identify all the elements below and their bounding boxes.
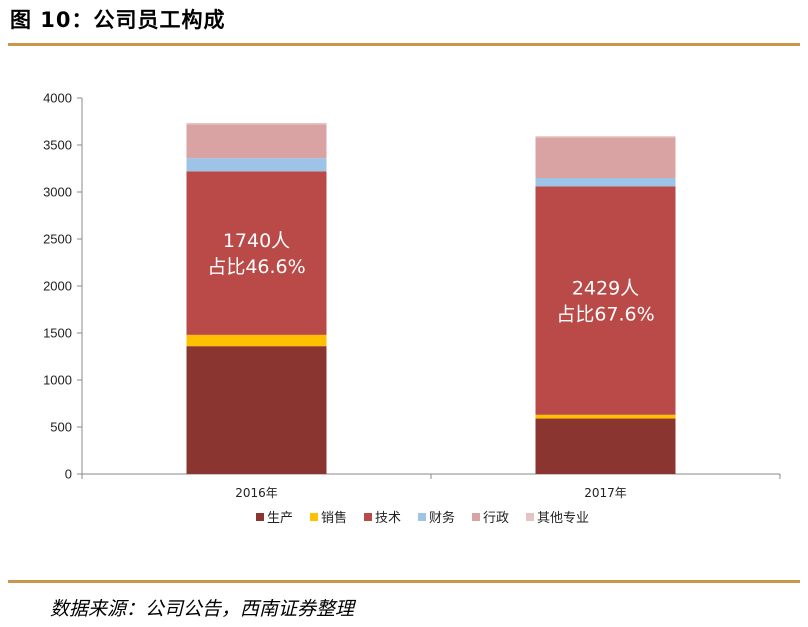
bar-annotation-line: 1740人 xyxy=(223,230,290,252)
figure-title: 图 10：公司员工构成 xyxy=(10,8,226,32)
bar-segment-其他专业-2017年 xyxy=(535,136,676,138)
bar-segment-生产-2017年 xyxy=(535,418,676,474)
legend-label: 财务 xyxy=(429,510,455,526)
bar-annotation-line: 占比46.6% xyxy=(207,256,305,278)
y-axis: 0 500 1000 1500 2000 2500 3000 3500 4000 xyxy=(43,91,83,482)
y-tick-label: 4000 xyxy=(43,91,72,106)
bar-segment-财务-2017年 xyxy=(535,177,676,187)
source-note: 数据来源：公司公告，西南证券整理 xyxy=(50,598,355,620)
legend-label: 销售 xyxy=(321,510,347,526)
title-divider xyxy=(8,43,800,46)
bar-segment-生产-2016年 xyxy=(186,346,327,474)
y-tick-label: 2000 xyxy=(43,279,72,294)
y-tick-label: 1000 xyxy=(43,373,72,388)
bar-segment-财务-2016年 xyxy=(186,158,327,172)
bar-segment-销售-2017年 xyxy=(535,414,676,419)
legend-label: 行政 xyxy=(483,511,509,526)
legend-label: 生产 xyxy=(267,511,293,526)
x-tick-label: 2017年 xyxy=(584,486,627,500)
bar-annotation-line: 占比67.6% xyxy=(556,304,654,326)
legend-swatch-生产 xyxy=(256,513,264,521)
y-tick-label: 2500 xyxy=(43,232,72,247)
bar-segment-其他专业-2016年 xyxy=(186,122,327,125)
footer-divider xyxy=(8,580,800,583)
x-axis: 2016年 2017年 xyxy=(81,473,781,500)
y-tick-label: 3500 xyxy=(43,138,72,153)
x-tick-label: 2016年 xyxy=(235,486,278,500)
bar-segment-技术-2016年 xyxy=(186,171,327,335)
legend-swatch-销售 xyxy=(310,513,318,521)
bar-segment-技术-2017年 xyxy=(535,186,676,415)
legend-swatch-其他专业 xyxy=(526,513,534,521)
y-tick-label: 500 xyxy=(50,420,72,435)
legend-swatch-技术 xyxy=(364,513,372,521)
bar-annotation-line: 2429人 xyxy=(572,278,639,300)
legend: 生产 销售 技术 财务 行政 其他专业 xyxy=(256,510,589,526)
y-tick-label: 3000 xyxy=(43,185,72,200)
bars xyxy=(186,122,676,474)
legend-label: 其他专业 xyxy=(537,511,589,526)
bar-segment-销售-2016年 xyxy=(186,334,327,347)
legend-label: 技术 xyxy=(375,511,401,526)
bar-segment-行政-2017年 xyxy=(535,137,676,178)
legend-swatch-行政 xyxy=(472,513,480,521)
y-tick-label: 0 xyxy=(65,467,72,482)
legend-swatch-财务 xyxy=(418,513,426,521)
bar-segment-行政-2016年 xyxy=(186,124,327,159)
y-tick-label: 1500 xyxy=(43,326,72,341)
